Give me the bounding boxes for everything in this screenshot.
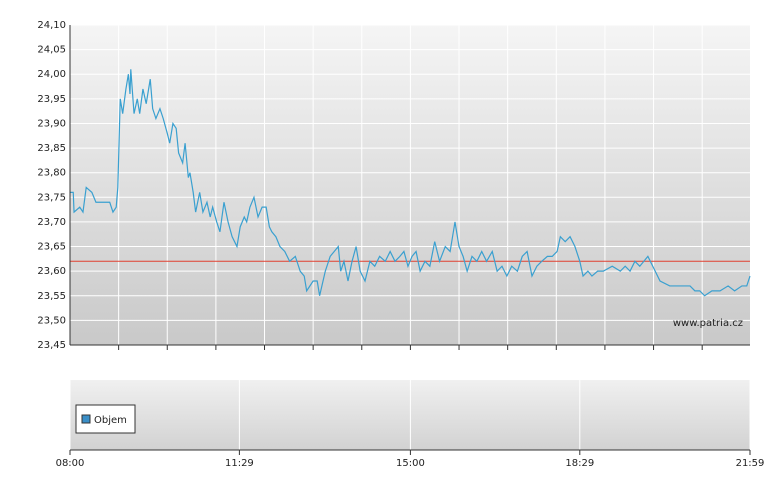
y-tick-label: 23,55 (37, 291, 66, 302)
watermark: www.patria.cz (673, 318, 743, 329)
y-tick-label: 23,50 (37, 315, 66, 326)
x-tick-label: 15:00 (396, 458, 425, 469)
y-tick-label: 23,90 (37, 118, 66, 129)
x-tick-label: 11:29 (225, 458, 254, 469)
x-tick-label: 21:59 (736, 458, 765, 469)
y-tick-label: 23,85 (37, 143, 66, 154)
x-tick-label: 18:29 (565, 458, 594, 469)
y-tick-label: 24,00 (37, 69, 66, 80)
y-tick-label: 23,75 (37, 192, 66, 203)
y-tick-label: 24,10 (37, 20, 66, 31)
y-tick-label: 23,80 (37, 168, 66, 179)
price-line (70, 69, 751, 297)
x-tick-label: 08:00 (56, 458, 85, 469)
y-tick-label: 23,65 (37, 242, 66, 253)
y-tick-label: 24,05 (37, 45, 66, 56)
y-tick-label: 23,70 (37, 217, 66, 228)
y-tick-label: 23,60 (37, 266, 66, 277)
legend-swatch (81, 414, 91, 424)
y-tick-label: 23,95 (37, 94, 66, 105)
legend: Objem (75, 404, 136, 434)
legend-label: Objem (94, 415, 127, 426)
y-tick-label: 23,45 (37, 340, 66, 351)
